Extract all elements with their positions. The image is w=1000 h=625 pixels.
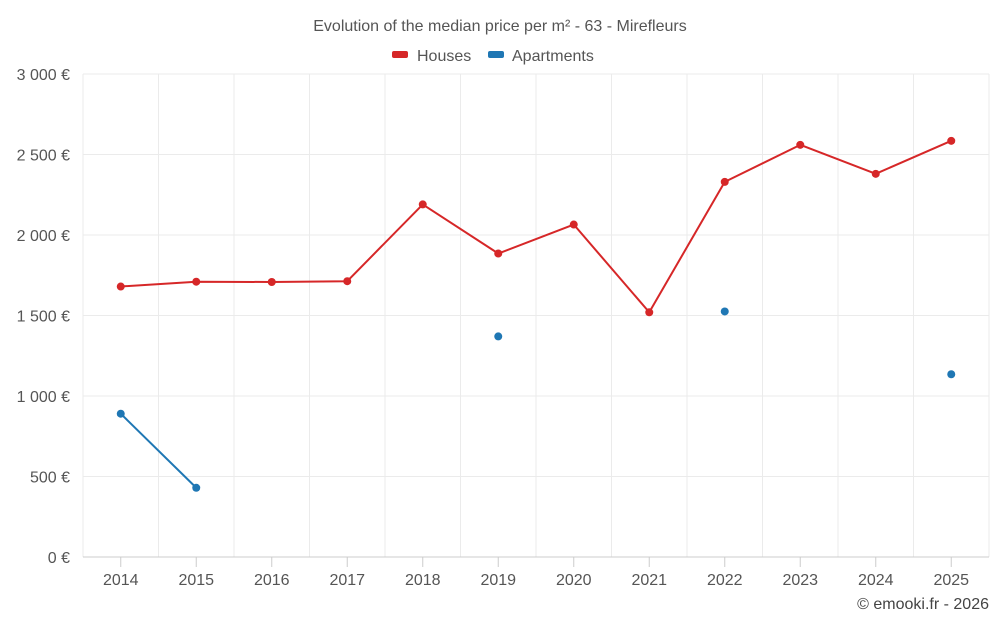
data-point-houses-2020[interactable] [569,220,578,229]
y-tick-label: 1 500 € [17,309,70,326]
legend-item-apartments[interactable]: Apartments [488,48,594,65]
data-point-apartments-2015[interactable] [192,483,201,492]
legend-label: Apartments [512,48,594,65]
legend-label: Houses [417,48,471,65]
axes: 0 € 500 € 1 000 € 1 500 € 2 000 € 2 500 € 3 00… [17,67,989,589]
data-point-houses-2023[interactable] [796,140,805,149]
y-tick-label: 1 000 € [17,389,70,406]
data-point-houses-2022[interactable] [720,177,729,186]
x-tick-label: 2015 [178,572,214,589]
data-point-apartments-2014[interactable] [116,409,125,418]
legend-swatch [392,51,408,58]
data-point-houses-2014[interactable] [116,282,125,291]
x-tick-label: 2021 [631,572,667,589]
data-point-apartments-2025[interactable] [947,370,956,379]
x-tick-label: 2022 [707,572,743,589]
gridlines [82,73,990,557]
x-tick-label: 2018 [405,572,441,589]
x-tick-label: 2023 [782,572,818,589]
data-point-houses-2017[interactable] [343,277,352,286]
x-tick-label: 2019 [480,572,516,589]
data-point-houses-2015[interactable] [192,277,201,286]
y-tick-label: 3 000 € [17,67,70,84]
y-tick-label: 2 000 € [17,228,70,245]
data-point-houses-2018[interactable] [418,200,427,209]
legend: Houses Apartments [392,48,594,65]
series-line-apartments [119,412,198,489]
y-tick-label: 2 500 € [17,148,70,165]
legend-swatch [488,51,504,58]
series-line-houses [119,139,953,314]
data-point-houses-2016[interactable] [267,278,276,287]
data-point-houses-2019[interactable] [494,249,503,258]
y-tick-label: 500 € [30,470,70,487]
x-tick-label: 2025 [933,572,969,589]
data-point-houses-2021[interactable] [645,308,654,317]
series-layer [116,136,956,492]
chart-title: Evolution of the median price per m² - 6… [313,18,686,35]
y-tick-label: 0 € [48,550,70,567]
legend-item-houses[interactable]: Houses [392,48,471,65]
credit-text: © emooki.fr - 2026 [857,596,989,613]
data-point-apartments-2019[interactable] [494,332,503,341]
data-point-apartments-2022[interactable] [720,307,729,316]
series-houses [116,136,956,317]
x-tick-label: 2014 [103,572,139,589]
data-point-houses-2024[interactable] [871,169,880,178]
x-tick-label: 2016 [254,572,290,589]
data-point-houses-2025[interactable] [947,136,956,145]
series-apartments [116,307,956,492]
x-tick-label: 2017 [329,572,365,589]
x-tick-label: 2024 [858,572,894,589]
x-tick-label: 2020 [556,572,592,589]
